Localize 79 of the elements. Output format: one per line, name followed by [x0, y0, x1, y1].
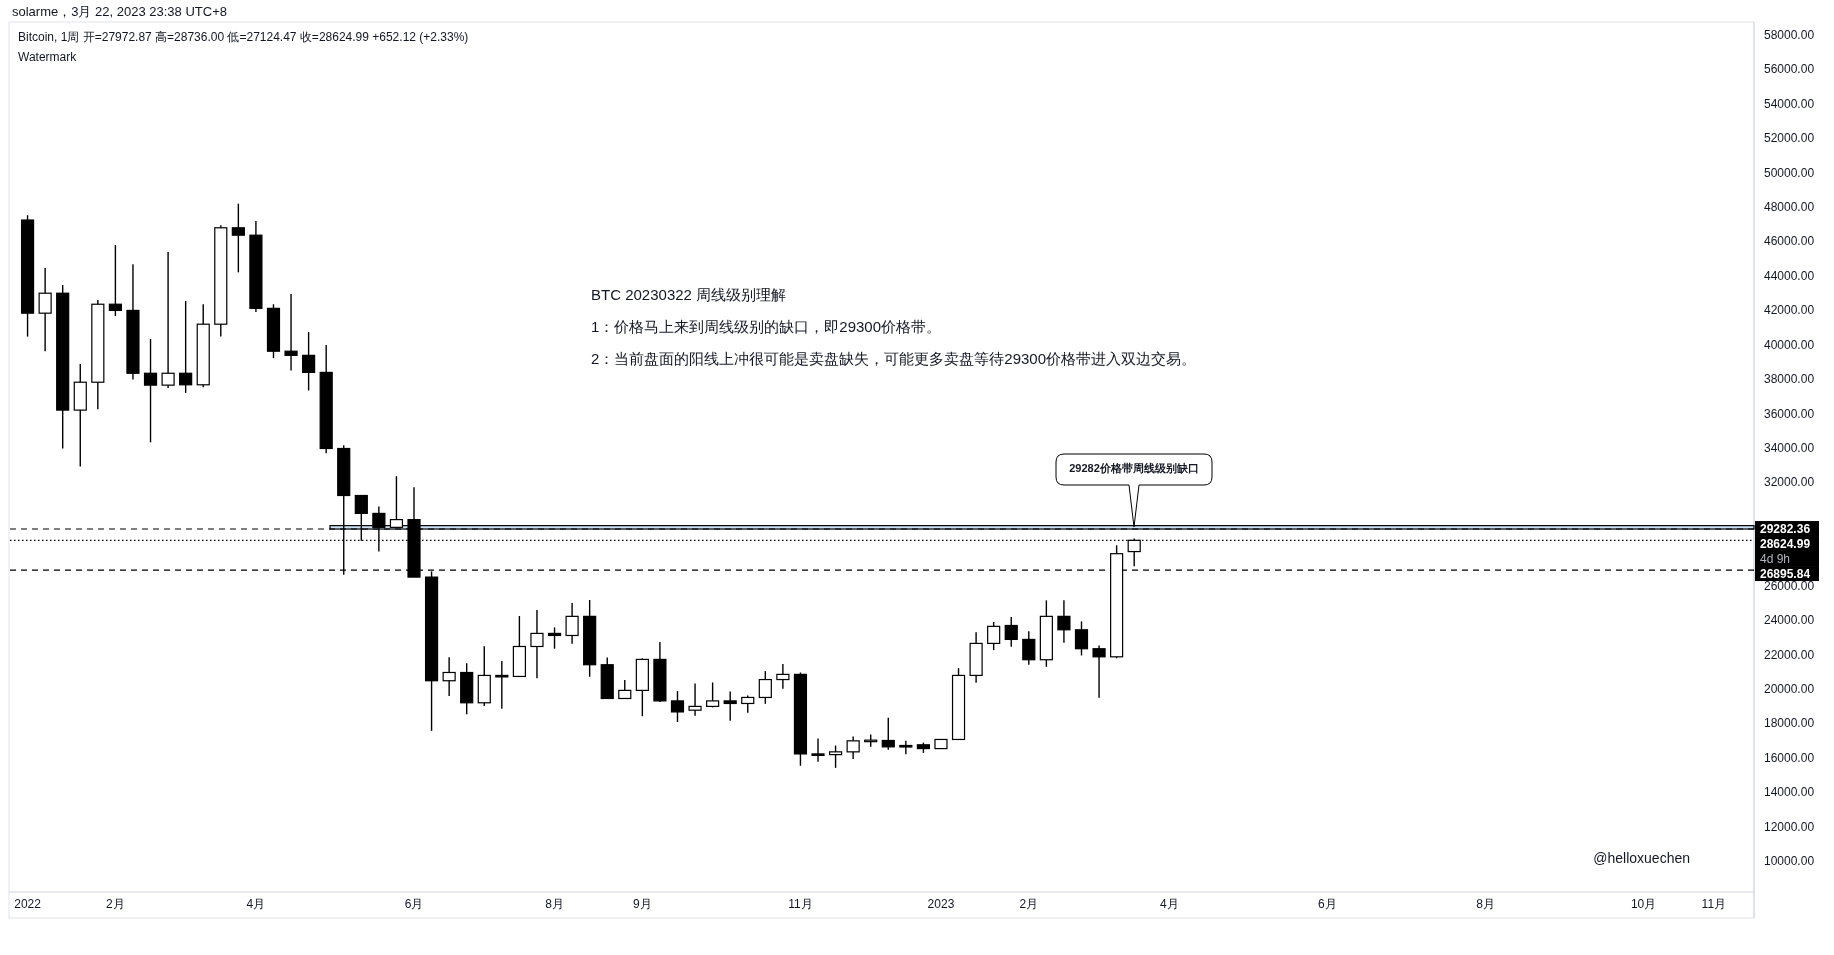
- candlestick: [811, 737, 825, 763]
- candlestick: [670, 690, 685, 723]
- candlestick: [179, 300, 193, 394]
- candlestick: [881, 717, 895, 751]
- y-tick-label: 56000.00: [1764, 62, 1815, 77]
- candlestick: [38, 267, 52, 352]
- ref-line-label: 26895.84: [1760, 566, 1811, 581]
- y-tick-label: 42000.00: [1764, 303, 1815, 318]
- x-tick-label: 10月: [1630, 897, 1657, 911]
- candlestick: [302, 331, 316, 392]
- candlestick: [143, 338, 158, 443]
- y-tick-label: 52000.00: [1764, 131, 1815, 146]
- y-tick-label: 20000.00: [1764, 682, 1815, 697]
- annotation: 29282价格带周线级别缺口: [1069, 462, 1199, 474]
- y-tick-label: 26000.00: [1764, 578, 1815, 593]
- y-tick-label: 48000.00: [1764, 199, 1815, 214]
- candlestick: [723, 690, 737, 722]
- candlestick: [987, 621, 1001, 651]
- y-tick-label: 54000.00: [1764, 96, 1815, 111]
- x-tick-label: 4月: [246, 897, 266, 911]
- y-tick-label: 12000.00: [1764, 819, 1815, 834]
- x-tick-label: 2月: [106, 897, 125, 911]
- candlestick: [828, 744, 843, 769]
- y-tick-label: 40000.00: [1764, 337, 1815, 352]
- candlestick: [846, 735, 860, 760]
- y-tick-label: 16000.00: [1764, 750, 1815, 765]
- candlestick: [565, 602, 579, 645]
- x-tick-label: 8月: [1476, 897, 1495, 911]
- candlestick: [495, 660, 509, 710]
- y-tick-label: 36000.00: [1764, 406, 1815, 421]
- candlestick: [108, 244, 122, 317]
- x-tick-label: 2月: [1019, 897, 1039, 911]
- text: Watermark: [18, 50, 78, 64]
- candlestick: [530, 609, 544, 679]
- x-tick-label: 6月: [1318, 897, 1337, 911]
- y-tick-label: 14000.00: [1764, 785, 1815, 800]
- candlestick: [1004, 616, 1018, 648]
- annotation: 1：价格马上来到周线级别的缺口，即29300价格带。: [591, 318, 942, 335]
- y-tick-label: 34000.00: [1764, 441, 1815, 456]
- y-tick-label: 10000.00: [1764, 854, 1815, 869]
- chart-title: Bitcoin, 1周 开=27972.87 高=28736.00 低=27124.47 收=28624.99 +652.12 (+2.33%): [18, 30, 469, 44]
- candlestick: [706, 681, 720, 709]
- y-tick-label: 22000.00: [1764, 647, 1815, 662]
- x-tick-label: 2023: [927, 897, 955, 911]
- y-tick-label: 46000.00: [1764, 234, 1815, 249]
- candlestick: [1057, 599, 1071, 644]
- ref-line-label: 29282.36: [1760, 521, 1811, 536]
- x-tick-label: 2022: [14, 897, 42, 911]
- ref-line-label: 28624.99 4d 9h: [1760, 536, 1811, 566]
- y-tick-label: 18000.00: [1764, 716, 1815, 731]
- candlestick: [547, 626, 562, 650]
- x-tick-label: 8月: [545, 897, 564, 911]
- x-tick-label: 11月: [1701, 897, 1727, 911]
- y-tick-label: 32000.00: [1764, 475, 1815, 490]
- candlestick: [1092, 644, 1106, 699]
- annotation: @helloxuechen: [1593, 850, 1690, 866]
- candlestick: [161, 251, 175, 389]
- candlestick: [442, 656, 456, 697]
- x-tick-label: 6月: [404, 897, 424, 911]
- candlestick: [1022, 630, 1036, 666]
- y-tick-label: 38000.00: [1764, 372, 1815, 387]
- candlestick: [284, 293, 298, 372]
- annotation: 2：当前盘面的阳线上冲很可能是卖盘缺失，可能更多卖盘等待29300价格带进入双边交易。: [591, 350, 1197, 367]
- x-tick-label: 11月: [788, 897, 813, 911]
- x-tick-label: 9月: [633, 897, 652, 911]
- x-tick-label: 4月: [1159, 897, 1179, 911]
- candlestick: [618, 679, 632, 700]
- candlestick: [231, 202, 245, 274]
- annotation: BTC 20230322 周线级别理解: [591, 286, 787, 303]
- text: solarme，3月 22, 2023 23:38 UTC+8: [12, 4, 227, 19]
- candlestick: [776, 663, 790, 690]
- y-tick-label: 44000.00: [1764, 268, 1815, 283]
- y-tick-label: 58000.00: [1764, 27, 1815, 42]
- candlestick: [688, 682, 702, 717]
- y-tick-label: 24000.00: [1764, 613, 1815, 628]
- y-tick-label: 50000.00: [1764, 165, 1815, 180]
- candlestick: [899, 740, 913, 755]
- candlestick: [1074, 620, 1089, 657]
- candlestick: [758, 670, 772, 705]
